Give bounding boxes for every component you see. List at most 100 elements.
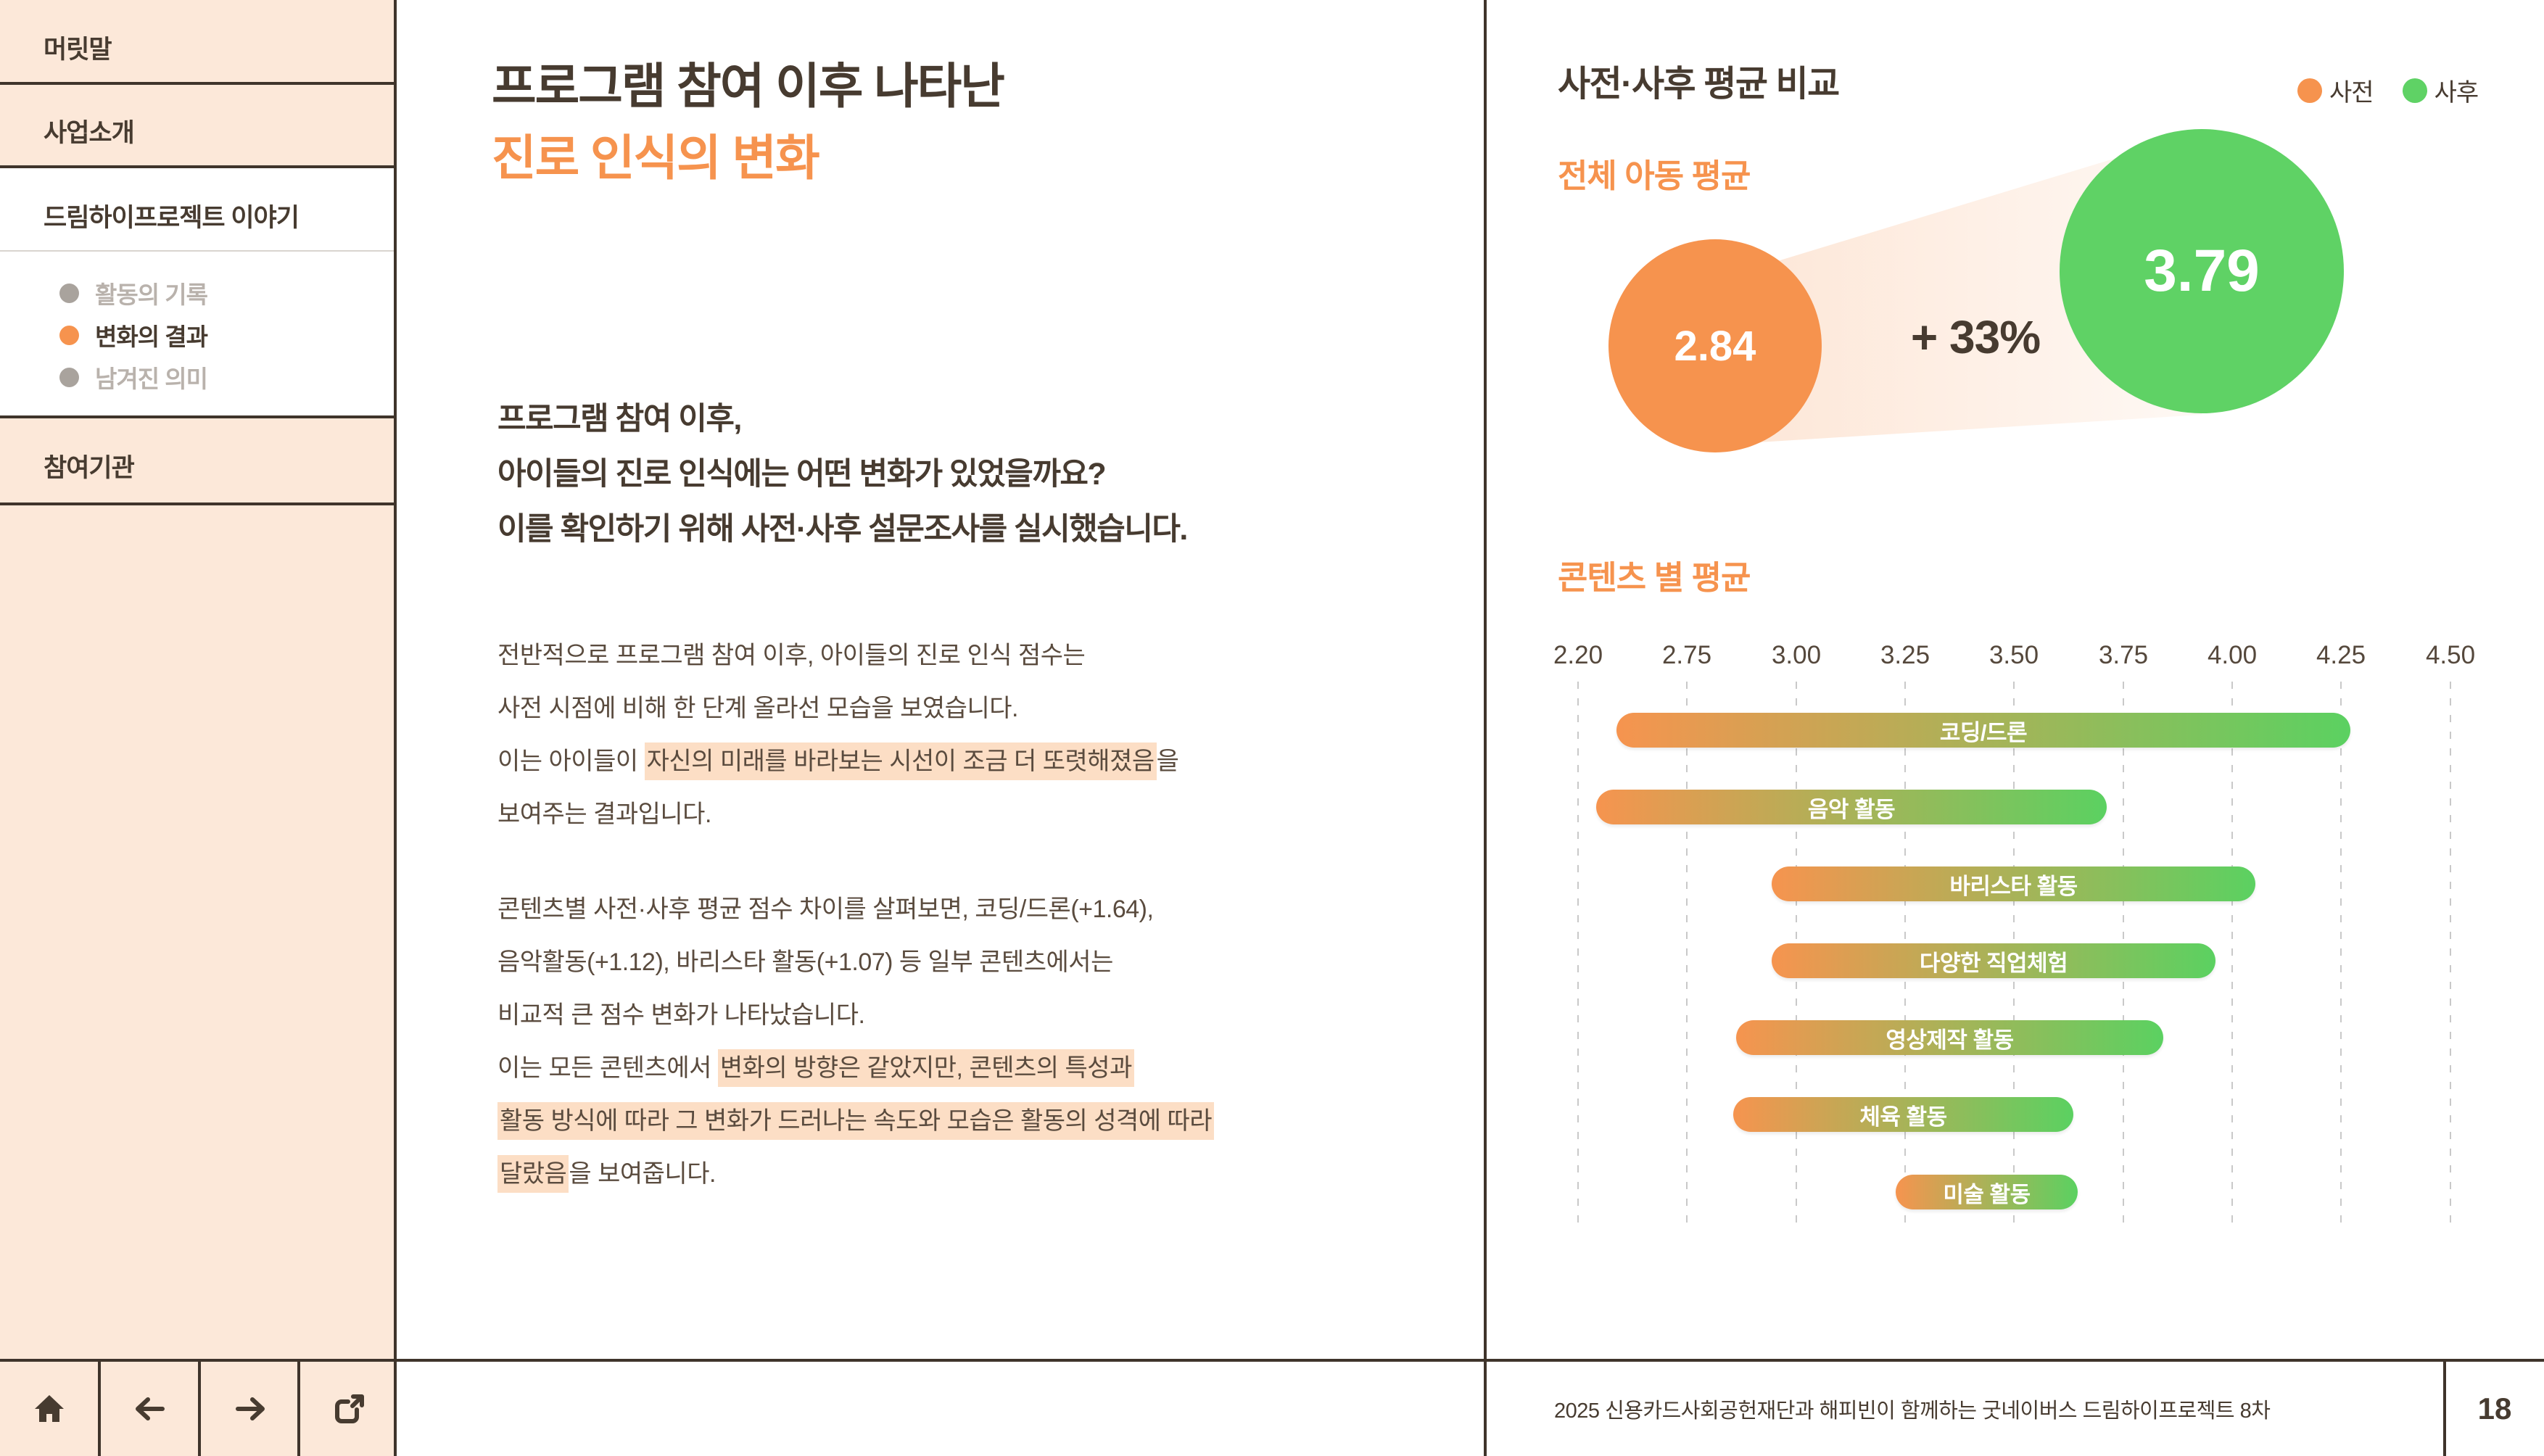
- legend-dot-icon: [2402, 78, 2427, 103]
- axis-tick-label: 4.00: [2207, 641, 2258, 669]
- footer-cell-divider: [98, 1362, 101, 1456]
- change-percentage: + 33%: [1910, 311, 2041, 363]
- sidebar-subitem-0[interactable]: 활동의 기록: [0, 272, 394, 314]
- lead-statement: 프로그램 참여 이후, 아이들의 진로 인식에는 어떤 변화가 있었을까요? 이를 …: [497, 392, 1188, 557]
- paragraph-line: 비교적 큰 점수 변화가 나타났습니다.: [497, 989, 1214, 1042]
- sidebar-divider: [0, 82, 397, 85]
- footer-cell-divider: [297, 1362, 300, 1456]
- content-bar-3: 다양한 직업체험: [1772, 943, 2215, 978]
- sidebar-item-preface[interactable]: 머릿말: [44, 36, 112, 64]
- paragraph-line: 음악활동(+1.12), 바리스타 활동(+1.07) 등 일부 콘텐츠에서는: [497, 936, 1214, 989]
- footer-page-divider: [2443, 1362, 2446, 1456]
- highlighted-text: 달랐음: [497, 1155, 569, 1193]
- paragraph-line: 달랐음을 보여줍니다.: [497, 1148, 1214, 1201]
- home-button[interactable]: [0, 1362, 98, 1456]
- highlighted-text: 자신의 미래를 바라보는 시선이 조금 더 또렷해졌음: [644, 743, 1157, 780]
- content-bar-0: 코딩/드론: [1616, 713, 2350, 748]
- bullet-dot-icon: [59, 367, 79, 387]
- lead-statement-line: 이를 확인하기 위해 사전·사후 설문조사를 실시했습니다.: [497, 512, 1188, 547]
- legend-label: 사전: [2329, 79, 2374, 107]
- bar-label: 미술 활동: [1943, 1181, 2031, 1207]
- paragraph-line: 이는 아이들이 자신의 미래를 바라보는 시선이 조금 더 또렷해졌음을: [497, 735, 1179, 788]
- lead-statement-line: 아이들의 진로 인식에는 어떤 변화가 있었을까요?: [497, 457, 1107, 492]
- paragraph-line: 보여주는 결과입니다.: [497, 788, 1178, 841]
- previous-page-button[interactable]: [101, 1362, 199, 1456]
- axis-tick-label: 4.50: [2425, 641, 2476, 669]
- page-title: 프로그램 참여 이후 나타난 진로 인식의 변화: [492, 51, 1005, 194]
- body-text: 이는 모든 콘텐츠에서: [497, 1054, 718, 1082]
- legend-item-0: 사전: [2297, 73, 2374, 108]
- bar-label: 음악 활동: [1807, 796, 1896, 822]
- bullet-dot-icon: [59, 283, 79, 303]
- footer-cell-divider: [198, 1362, 201, 1456]
- axis-tick-label: 3.00: [1771, 641, 1822, 669]
- overall-average-label: 전체 아동 평균: [1558, 157, 1751, 194]
- sidebar-subitem-2[interactable]: 남겨진 의미: [0, 356, 394, 398]
- pre-score-circle: 2.84: [1608, 239, 1822, 452]
- sidebar-divider: [0, 165, 397, 168]
- sidebar-subitem-label: 남겨진 의미: [95, 365, 208, 392]
- gridline: [1686, 682, 1688, 1227]
- axis-tick-label: 4.25: [2316, 641, 2366, 669]
- body-text: 음악활동(+1.12), 바리스타 활동(+1.07) 등 일부 콘텐츠에서는: [497, 948, 1113, 976]
- paragraph-line: 사전 시점에 비해 한 단계 올라선 모습을 보였습니다.: [497, 682, 1178, 735]
- content-divider: [1484, 0, 1487, 1456]
- body-text: 을: [1156, 748, 1179, 775]
- highlighted-text: 변화의 방향은 같았지만, 콘텐츠의 특성과: [717, 1049, 1134, 1087]
- content-bar-1: 음악 활동: [1596, 790, 2107, 824]
- axis-tick-label: 3.75: [2098, 641, 2149, 669]
- content-bar-4: 영상제작 활동: [1736, 1020, 2163, 1055]
- page-title-line2: 진로 인식의 변화: [492, 131, 820, 186]
- content-bar-5: 체육 활동: [1733, 1097, 2073, 1132]
- bar-label: 체육 활동: [1859, 1104, 1947, 1130]
- body-text: 을 보여줍니다.: [569, 1160, 716, 1188]
- sidebar-border: [394, 0, 397, 1456]
- paragraph-line: 콘텐츠별 사전·사후 평균 점수 차이를 살펴보면, 코딩/드론(+1.64),: [497, 883, 1214, 936]
- sidebar-subitem-1[interactable]: 변화의 결과: [0, 314, 394, 356]
- external-link-icon: [334, 1394, 364, 1423]
- body-text: 사전 시점에 비해 한 단계 올라선 모습을 보였습니다.: [497, 695, 1018, 722]
- gridline: [2231, 682, 2233, 1227]
- axis-tick-label: 2.20: [1553, 641, 1603, 669]
- sidebar-item-project-story[interactable]: 드림하이프로젝트 이야기: [44, 204, 300, 232]
- chart-legend: 사전 사후: [2297, 73, 2479, 108]
- sidebar-item-business-intro[interactable]: 사업소개: [44, 119, 135, 147]
- gridline: [1577, 682, 1579, 1227]
- gridline: [2450, 682, 2451, 1227]
- share-button[interactable]: [300, 1362, 398, 1456]
- body-text: 콘텐츠별 사전·사후 평균 점수 차이를 살펴보면, 코딩/드론(+1.64),: [497, 895, 1154, 923]
- body-text: 이는 아이들이: [497, 748, 645, 775]
- body-text: 비교적 큰 점수 변화가 나타났습니다.: [497, 1001, 865, 1029]
- bar-label: 코딩/드론: [1939, 719, 2028, 745]
- post-score-value: 3.79: [2144, 238, 2260, 304]
- sidebar-item-participants[interactable]: 참여기관: [44, 454, 135, 482]
- page-number: 18: [2477, 1391, 2512, 1426]
- body-text: 보여주는 결과입니다.: [497, 801, 711, 828]
- legend-item-1: 사후: [2402, 73, 2479, 108]
- page-title-line1: 프로그램 참여 이후 나타난: [492, 59, 1005, 114]
- bar-label: 다양한 직업체험: [1919, 950, 2068, 976]
- sidebar-subsection-divider: [0, 250, 394, 252]
- footer-border: [0, 1359, 2544, 1362]
- body-text: 전반적으로 프로그램 참여 이후, 아이들의 진로 인식 점수는: [497, 642, 1086, 669]
- legend-dot-icon: [2297, 78, 2322, 103]
- sidebar-divider: [0, 415, 397, 418]
- body-paragraph-2: 콘텐츠별 사전·사후 평균 점수 차이를 살펴보면, 코딩/드론(+1.64),…: [497, 883, 1215, 1201]
- bar-label: 바리스타 활동: [1949, 873, 2078, 899]
- axis-tick-label: 2.75: [1661, 641, 1712, 669]
- lead-statement-line: 프로그램 참여 이후,: [497, 402, 742, 437]
- arrow-right-icon: [235, 1397, 265, 1420]
- next-page-button[interactable]: [201, 1362, 299, 1456]
- sidebar-divider: [0, 502, 397, 505]
- pre-score-value: 2.84: [1674, 322, 1756, 370]
- legend-label: 사후: [2434, 79, 2479, 107]
- gridline: [2340, 682, 2342, 1227]
- sidebar-subitem-label: 변화의 결과: [95, 323, 208, 350]
- content-bar-6: 미술 활동: [1896, 1175, 2078, 1209]
- sidebar-subitem-label: 활동의 기록: [95, 281, 208, 308]
- post-score-circle: 3.79: [2060, 129, 2344, 413]
- footer-caption: 2025 신용카드사회공헌재단과 해피빈이 함께하는 굿네이버스 드림하이프로젝…: [1554, 1399, 2271, 1423]
